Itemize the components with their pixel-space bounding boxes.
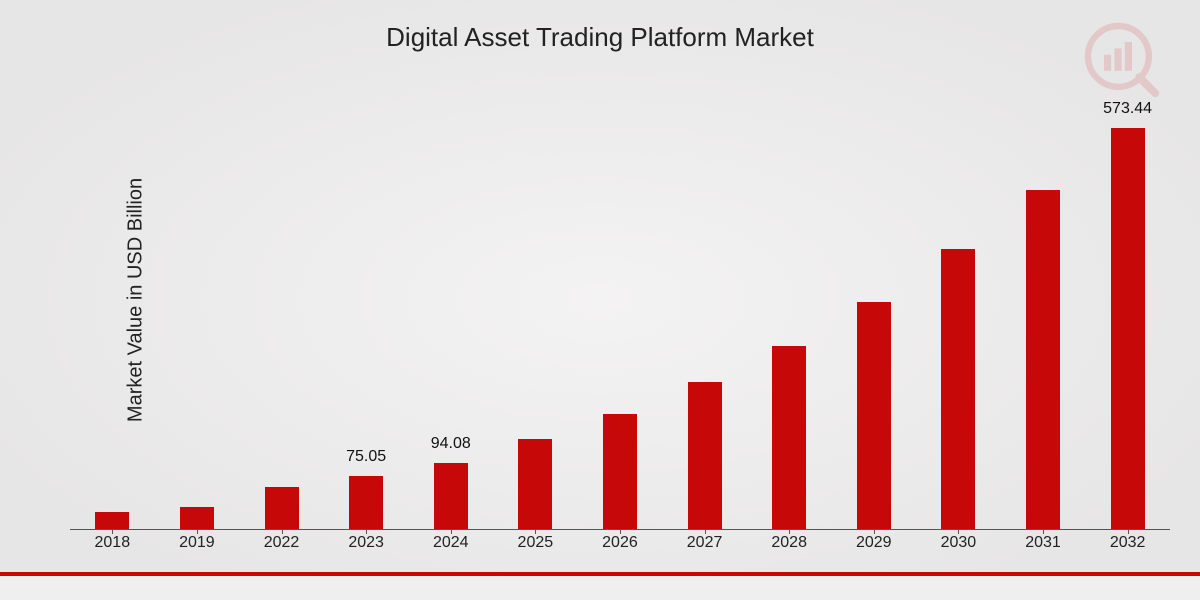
bar xyxy=(772,346,806,529)
bar xyxy=(1111,128,1145,529)
bar-slot: 573.44 xyxy=(1085,95,1170,529)
bar xyxy=(518,439,552,529)
x-tick-label: 2026 xyxy=(578,534,663,560)
x-tick-label: 2031 xyxy=(1001,534,1086,560)
x-tick-label: 2023 xyxy=(324,534,409,560)
footer-base xyxy=(0,576,1200,600)
chart-canvas: Digital Asset Trading Platform Market Ma… xyxy=(0,0,1200,600)
x-tick-label: 2018 xyxy=(70,534,155,560)
x-tick-label: 2024 xyxy=(408,534,493,560)
bar-slot xyxy=(1001,95,1086,529)
bar-slot xyxy=(239,95,324,529)
chart-title: Digital Asset Trading Platform Market xyxy=(0,22,1200,53)
bar xyxy=(688,382,722,529)
x-tick-label: 2027 xyxy=(662,534,747,560)
bar-slot xyxy=(70,95,155,529)
x-axis: 2018201920222023202420252026202720282029… xyxy=(70,534,1170,560)
x-tick-label: 2019 xyxy=(155,534,240,560)
bar xyxy=(857,302,891,530)
x-tick-label: 2030 xyxy=(916,534,1001,560)
x-tick-label: 2029 xyxy=(831,534,916,560)
x-tick-label: 2032 xyxy=(1085,534,1170,560)
bar xyxy=(180,507,214,529)
bar-slot xyxy=(747,95,832,529)
bar xyxy=(1026,190,1060,530)
bar-slot xyxy=(662,95,747,529)
bar-slot: 94.08 xyxy=(408,95,493,529)
bar-slot xyxy=(155,95,240,529)
watermark-logo-icon xyxy=(1080,18,1160,98)
bar xyxy=(941,249,975,529)
bar-slot xyxy=(493,95,578,529)
plot-area: 75.05 94.08 573.44 xyxy=(70,95,1170,530)
x-tick-label: 2025 xyxy=(493,534,578,560)
bar-value-label: 94.08 xyxy=(431,435,471,453)
bar xyxy=(603,414,637,530)
bar xyxy=(95,512,129,529)
bar-slot xyxy=(831,95,916,529)
x-tick-label: 2022 xyxy=(239,534,324,560)
bar xyxy=(265,487,299,529)
x-tick-label: 2028 xyxy=(747,534,832,560)
bar-slot: 75.05 xyxy=(324,95,409,529)
bar xyxy=(434,463,468,529)
bar-value-label: 573.44 xyxy=(1103,100,1152,118)
bar-slot xyxy=(916,95,1001,529)
bar xyxy=(349,476,383,529)
bar-value-label: 75.05 xyxy=(346,448,386,466)
bars-container: 75.05 94.08 573.44 xyxy=(70,95,1170,530)
bar-slot xyxy=(578,95,663,529)
